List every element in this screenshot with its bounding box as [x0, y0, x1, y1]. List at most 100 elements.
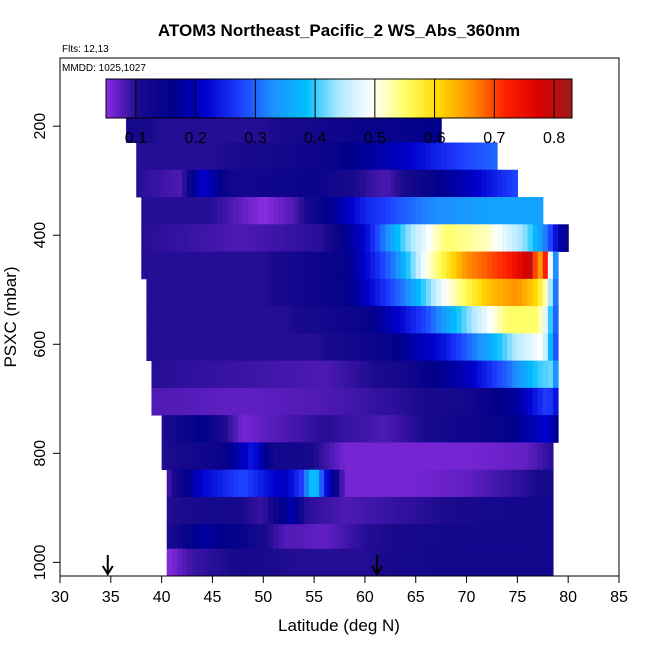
heatmap-cell	[268, 496, 275, 525]
heatmap-cell	[227, 306, 234, 334]
heatmap-cell	[456, 387, 463, 416]
heatmap-cell	[237, 387, 244, 416]
heatmap-cell	[532, 442, 539, 471]
heatmap-cell	[283, 224, 290, 252]
heatmap-cell	[375, 115, 381, 143]
heatmap-cell	[227, 169, 234, 198]
heatmap-cell	[425, 333, 432, 362]
heatmap-cell	[329, 360, 336, 389]
heatmap-cell	[481, 278, 488, 307]
heatmap-cell	[258, 524, 264, 550]
heatmap-cell	[451, 224, 457, 252]
heatmap-cell	[441, 224, 447, 252]
heatmap-cell	[217, 548, 224, 576]
heatmap-cell	[466, 387, 473, 416]
heatmap-cell	[222, 197, 229, 225]
heatmap-cell	[502, 251, 508, 280]
heatmap-cell	[359, 224, 366, 252]
heatmap-cell	[222, 442, 229, 471]
heatmap-cell	[146, 251, 153, 280]
heatmap-cell	[248, 548, 254, 576]
heatmap-cell	[298, 469, 305, 498]
heatmap-cell	[273, 115, 280, 143]
heatmap-cell	[314, 415, 320, 443]
heatmap-cell	[237, 197, 244, 225]
heatmap-cell	[171, 415, 178, 443]
heatmap-cell	[263, 524, 269, 550]
heatmap-cell	[293, 360, 300, 389]
colorbar-tick-label: 0.8	[543, 130, 565, 147]
heatmap-cell	[293, 142, 300, 171]
heatmap-cell	[298, 360, 305, 389]
heatmap-cell	[481, 524, 488, 550]
heatmap-cell	[166, 333, 173, 362]
heatmap-cell	[258, 306, 264, 334]
heatmap-cell	[248, 169, 254, 198]
heatmap-cell	[354, 548, 361, 576]
heatmap-cell	[161, 442, 168, 471]
heatmap-cell	[227, 524, 234, 550]
heatmap-cell	[324, 224, 330, 252]
heatmap-cell	[512, 278, 518, 307]
heatmap-cell	[512, 415, 518, 443]
heatmap-cell	[166, 251, 173, 280]
heatmap-cell	[497, 548, 503, 576]
heatmap-cell	[268, 224, 275, 252]
heatmap-cell	[253, 169, 259, 198]
heatmap-cell	[136, 142, 142, 171]
heatmap-cell	[273, 496, 280, 525]
heatmap-cell	[171, 469, 178, 498]
heatmap-cell	[369, 169, 376, 198]
heatmap-cell	[273, 224, 280, 252]
heatmap-cell	[522, 360, 529, 389]
heatmap-cell	[466, 278, 473, 307]
heatmap-cell	[222, 360, 229, 389]
heatmap-cell	[491, 442, 498, 471]
heatmap-cell	[293, 548, 300, 576]
heatmap-cell	[309, 251, 315, 280]
heatmap-cell	[461, 387, 468, 416]
heatmap-cell	[324, 360, 330, 389]
heatmap-cell	[339, 442, 346, 471]
heatmap-cell	[385, 387, 391, 416]
heatmap-cell	[415, 548, 422, 576]
heatmap-cell	[425, 278, 432, 307]
heatmap-cell	[502, 169, 508, 198]
heatmap-cell	[303, 306, 310, 334]
heatmap-cell	[359, 306, 366, 334]
heatmap-cell	[202, 524, 208, 550]
heatmap-cell	[253, 333, 259, 362]
heatmap-cell	[339, 115, 346, 143]
heatmap-cell	[481, 442, 488, 471]
heatmap-cell	[497, 224, 503, 252]
x-tick-label: 65	[407, 589, 425, 606]
heatmap-cell	[202, 442, 208, 471]
heatmap-cell	[537, 306, 544, 334]
heatmap-cell	[202, 360, 208, 389]
heatmap-cell	[502, 496, 508, 525]
heatmap-cell	[385, 224, 391, 252]
heatmap-cell	[197, 360, 203, 389]
heatmap-cell	[319, 415, 325, 443]
heatmap-cell	[293, 496, 300, 525]
heatmap-cell	[385, 442, 391, 471]
heatmap-cell	[364, 251, 371, 280]
heatmap-cell	[552, 387, 559, 416]
heatmap-cell	[242, 169, 249, 198]
heatmap-cell	[471, 142, 478, 171]
heatmap-cell	[283, 496, 290, 525]
heatmap-cell	[354, 469, 361, 498]
heatmap-cell	[324, 387, 330, 416]
heatmap-cell	[309, 469, 315, 498]
heatmap-cell	[192, 115, 198, 143]
heatmap-cell	[369, 142, 376, 171]
heatmap-cell	[497, 387, 503, 416]
heatmap-cell	[187, 333, 193, 362]
heatmap-cell	[461, 360, 468, 389]
heatmap-cell	[217, 442, 224, 471]
heatmap-cell	[309, 169, 315, 198]
heatmap-cell	[248, 524, 254, 550]
heatmap-cell	[273, 142, 280, 171]
heatmap-cell	[410, 224, 417, 252]
heatmap-cell	[532, 360, 539, 389]
